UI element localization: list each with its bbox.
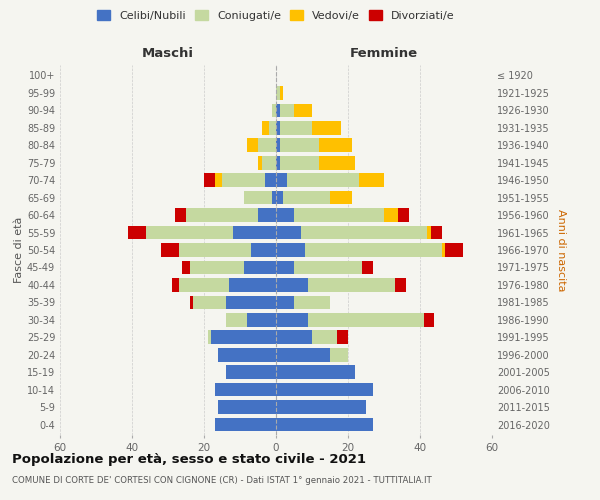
Bar xyxy=(276,366,355,379)
Bar xyxy=(280,138,319,152)
Bar xyxy=(294,104,312,117)
Bar xyxy=(276,121,280,134)
Bar xyxy=(193,296,226,309)
Bar xyxy=(294,208,384,222)
Bar xyxy=(276,330,312,344)
Bar xyxy=(215,174,222,187)
Bar xyxy=(330,191,352,204)
Bar xyxy=(251,243,276,257)
Text: Popolazione per età, sesso e stato civile - 2021: Popolazione per età, sesso e stato civil… xyxy=(12,452,366,466)
Bar xyxy=(276,208,294,222)
Bar xyxy=(226,296,276,309)
Bar xyxy=(211,330,276,344)
Bar xyxy=(445,243,463,257)
Y-axis label: Anni di nascita: Anni di nascita xyxy=(556,209,566,291)
Bar xyxy=(442,243,445,257)
Bar xyxy=(308,278,395,291)
Bar xyxy=(128,226,146,239)
Bar xyxy=(384,208,398,222)
Bar xyxy=(308,313,424,326)
Bar xyxy=(280,121,312,134)
Bar xyxy=(247,138,258,152)
Bar xyxy=(222,174,265,187)
Bar xyxy=(258,156,262,170)
Bar xyxy=(229,278,276,291)
Bar xyxy=(312,330,337,344)
Bar xyxy=(287,174,359,187)
Bar xyxy=(258,138,276,152)
Bar xyxy=(215,418,276,432)
Bar xyxy=(208,330,211,344)
Bar xyxy=(276,86,280,100)
Bar xyxy=(190,296,193,309)
Bar xyxy=(262,121,269,134)
Bar xyxy=(175,208,186,222)
Bar xyxy=(294,260,362,274)
Bar xyxy=(276,226,301,239)
Bar xyxy=(272,191,276,204)
Bar xyxy=(319,138,352,152)
Bar xyxy=(244,191,272,204)
Bar xyxy=(179,243,251,257)
Bar xyxy=(280,104,294,117)
Bar xyxy=(215,383,276,396)
Bar xyxy=(330,348,348,362)
Bar xyxy=(276,138,280,152)
Bar xyxy=(276,418,373,432)
Bar xyxy=(258,208,276,222)
Bar xyxy=(398,208,409,222)
Bar xyxy=(427,226,431,239)
Bar xyxy=(362,260,373,274)
Bar xyxy=(269,121,276,134)
Bar xyxy=(218,348,276,362)
Bar xyxy=(337,330,348,344)
Bar xyxy=(146,226,233,239)
Bar xyxy=(276,260,294,274)
Bar xyxy=(276,174,287,187)
Bar xyxy=(262,156,276,170)
Bar xyxy=(276,278,308,291)
Bar xyxy=(186,208,258,222)
Bar xyxy=(204,174,215,187)
Bar xyxy=(218,400,276,414)
Y-axis label: Fasce di età: Fasce di età xyxy=(14,217,24,283)
Legend: Celibi/Nubili, Coniugati/e, Vedovi/e, Divorziati/e: Celibi/Nubili, Coniugati/e, Vedovi/e, Di… xyxy=(95,8,457,23)
Text: Femmine: Femmine xyxy=(350,47,418,60)
Bar xyxy=(161,243,179,257)
Bar xyxy=(280,156,319,170)
Bar xyxy=(276,104,280,117)
Bar xyxy=(276,400,366,414)
Bar xyxy=(319,156,355,170)
Bar xyxy=(305,243,442,257)
Bar xyxy=(247,313,276,326)
Bar xyxy=(431,226,442,239)
Text: COMUNE DI CORTE DE' CORTESI CON CIGNONE (CR) - Dati ISTAT 1° gennaio 2021 - TUTT: COMUNE DI CORTE DE' CORTESI CON CIGNONE … xyxy=(12,476,432,485)
Bar xyxy=(272,104,276,117)
Bar xyxy=(265,174,276,187)
Bar xyxy=(424,313,434,326)
Bar xyxy=(226,366,276,379)
Bar xyxy=(276,156,280,170)
Bar xyxy=(182,260,190,274)
Bar xyxy=(276,383,373,396)
Bar xyxy=(312,121,341,134)
Bar xyxy=(190,260,244,274)
Bar xyxy=(233,226,276,239)
Bar xyxy=(283,191,330,204)
Bar xyxy=(359,174,384,187)
Bar xyxy=(276,313,308,326)
Bar xyxy=(276,348,330,362)
Bar xyxy=(276,243,305,257)
Bar xyxy=(276,296,294,309)
Bar xyxy=(301,226,427,239)
Text: Maschi: Maschi xyxy=(142,47,194,60)
Bar xyxy=(280,86,283,100)
Bar xyxy=(395,278,406,291)
Bar xyxy=(179,278,229,291)
Bar xyxy=(276,191,283,204)
Bar xyxy=(244,260,276,274)
Bar xyxy=(226,313,247,326)
Bar xyxy=(294,296,330,309)
Bar xyxy=(172,278,179,291)
